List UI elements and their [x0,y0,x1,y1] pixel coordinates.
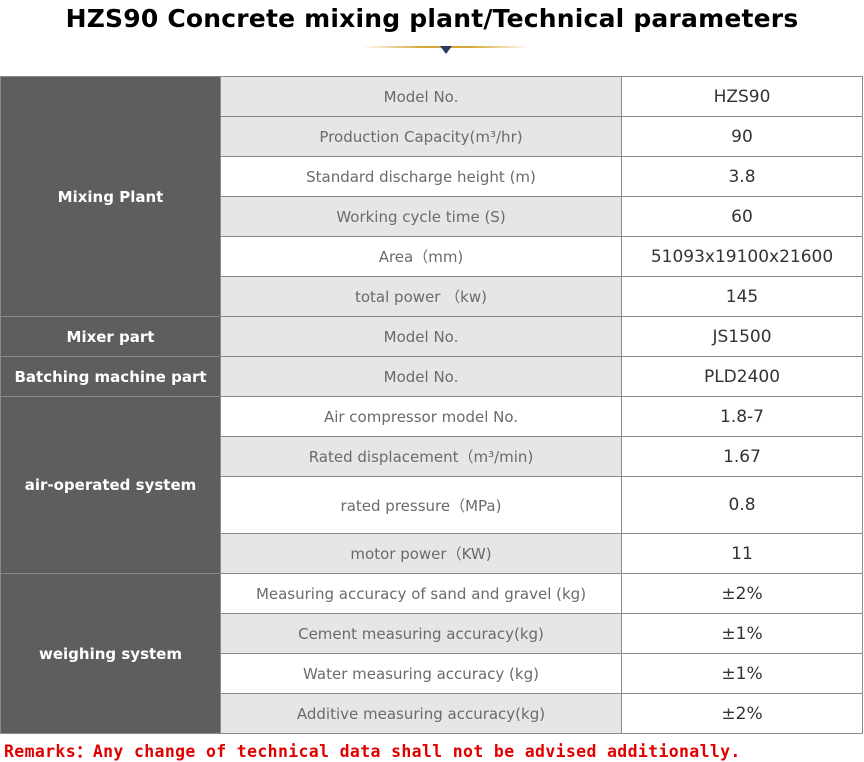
param-value: 145 [621,276,863,317]
technical-parameters-table: Mixing Plant Model No. HZS90 Production … [0,76,863,734]
table-row: Batching machine part Model No. PLD2400 [0,356,863,397]
param-label: Water measuring accuracy (kg) [220,653,622,694]
title-underline-decoration [362,44,530,56]
table-row: Production Capacity(m³/hr) 90 [1,116,863,157]
param-value: ±1% [621,653,863,694]
table-row: air-operated system Air compressor model… [0,396,863,574]
param-label: Rated displacement（m³/min) [220,436,622,477]
param-value: ±2% [621,573,863,614]
param-value: 11 [621,533,863,574]
category-weighing-system: weighing system [0,573,221,734]
param-label: total power （kw) [220,276,622,317]
remarks-note: Remarks：Any change of technical data sha… [4,742,741,761]
param-label: Model No. [220,356,622,397]
param-value: 0.8 [621,476,863,534]
param-value: 3.8 [621,156,863,197]
table-row: Standard discharge height (m) 3.8 [1,156,863,197]
param-label: Measuring accuracy of sand and gravel (k… [220,573,622,614]
param-label: Area（mm) [220,236,622,277]
param-value: 90 [621,116,863,157]
param-label: Model No. [220,76,622,117]
category-air-operated-system: air-operated system [0,396,221,574]
page-title: HZS90 Concrete mixing plant/Technical pa… [65,4,799,33]
param-label: Model No. [220,316,622,357]
param-value: HZS90 [621,76,863,117]
param-value: ±1% [621,613,863,654]
table-row: Water measuring accuracy (kg) ±1% [1,653,863,694]
table-row: weighing system Measuring accuracy of sa… [0,573,863,734]
category-batching-machine-part: Batching machine part [0,356,221,397]
table-row: Mixing Plant Model No. HZS90 [0,76,863,317]
param-label: motor power（KW) [220,533,622,574]
category-mixing-plant: Mixing Plant [0,76,221,317]
param-value: 60 [621,196,863,237]
param-label: rated pressure（MPa) [220,476,622,534]
table-row: rated pressure（MPa) 0.8 [1,476,863,534]
param-value: JS1500 [621,316,863,357]
param-label: Standard discharge height (m) [220,156,622,197]
param-label: Working cycle time (S) [220,196,622,237]
table-row: Area（mm) 51093x19100x21600 [1,236,863,277]
table-row: total power （kw) 145 [1,276,863,317]
table-row: Cement measuring accuracy(kg) ±1% [1,613,863,654]
arrow-down-icon [440,46,452,54]
table-row: motor power（KW) 11 [1,533,863,574]
param-label: Production Capacity(m³/hr) [220,116,622,157]
param-label: Cement measuring accuracy(kg) [220,613,622,654]
table-row: Additive measuring accuracy(kg) ±2% [1,693,863,734]
table-row: Working cycle time (S) 60 [1,196,863,237]
param-label: Air compressor model No. [220,396,622,437]
param-value: ±2% [621,693,863,734]
category-mixer-part: Mixer part [0,316,221,357]
param-value: 1.67 [621,436,863,477]
param-value: PLD2400 [621,356,863,397]
param-value: 1.8-7 [621,396,863,437]
param-label: Additive measuring accuracy(kg) [220,693,622,734]
param-value: 51093x19100x21600 [621,236,863,277]
table-row: Mixer part Model No. JS1500 [0,316,863,357]
